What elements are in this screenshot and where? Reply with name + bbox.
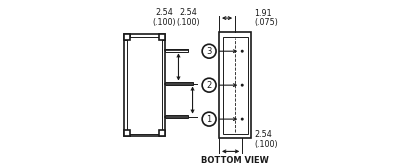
Text: 2.54
(.100): 2.54 (.100) [152,9,176,27]
Bar [165,82,193,85]
Bar [124,34,130,40]
Text: 2.54
(.100): 2.54 (.100) [255,130,278,149]
Circle shape [202,78,216,92]
Bar [165,49,188,52]
Bar [124,34,165,136]
Bar [223,37,248,133]
Text: 3: 3 [206,47,212,56]
Circle shape [241,84,244,87]
Text: 2.54
(.100): 2.54 (.100) [176,9,200,27]
Text: 1: 1 [206,115,212,124]
Text: BOTTOM VIEW: BOTTOM VIEW [201,156,269,165]
Bar [127,37,162,133]
Bar [124,130,130,136]
Circle shape [241,50,244,53]
Circle shape [202,112,216,126]
Bar [159,34,165,40]
Bar [219,32,251,138]
Circle shape [202,44,216,58]
Circle shape [241,118,244,121]
Bar [165,115,188,118]
Text: 1.91
(.075): 1.91 (.075) [255,9,278,27]
Bar [159,130,165,136]
Text: 2: 2 [206,81,212,90]
